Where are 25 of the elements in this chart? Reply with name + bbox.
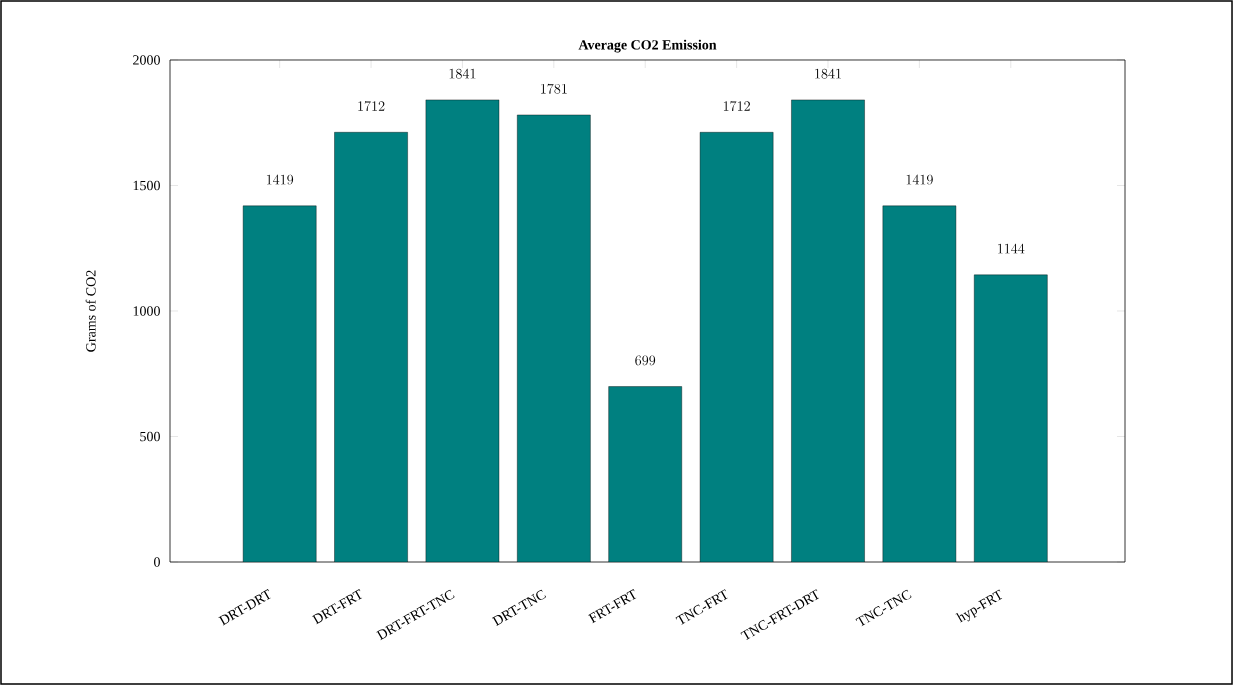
y-tick-label: 1000 (133, 306, 160, 316)
data-label: 1712 (723, 101, 750, 112)
y-axis-title: Grams of CO2 (85, 270, 96, 352)
data-label: 1419 (906, 174, 933, 185)
data-label: 1712 (358, 101, 385, 112)
data-label: 1781 (541, 83, 567, 94)
bar (334, 132, 408, 562)
data-label: 1419 (266, 174, 294, 185)
chart-title: Average CO2 Emission (578, 39, 717, 53)
bar (517, 114, 591, 562)
bar (700, 132, 774, 562)
y-tick-label: 2000 (133, 55, 160, 65)
bar (882, 205, 956, 562)
bar (243, 205, 317, 562)
bar (608, 386, 682, 562)
bar (974, 274, 1048, 562)
data-label: 1841 (815, 68, 841, 79)
bar (425, 99, 499, 562)
y-tick-label: 500 (140, 431, 160, 442)
data-label: 1144 (998, 243, 1025, 254)
data-label: 699 (635, 355, 656, 366)
y-tick-label: 0 (154, 557, 160, 567)
data-label: 1841 (449, 68, 476, 79)
y-tick-label: 1500 (133, 180, 160, 191)
bar (791, 99, 865, 562)
